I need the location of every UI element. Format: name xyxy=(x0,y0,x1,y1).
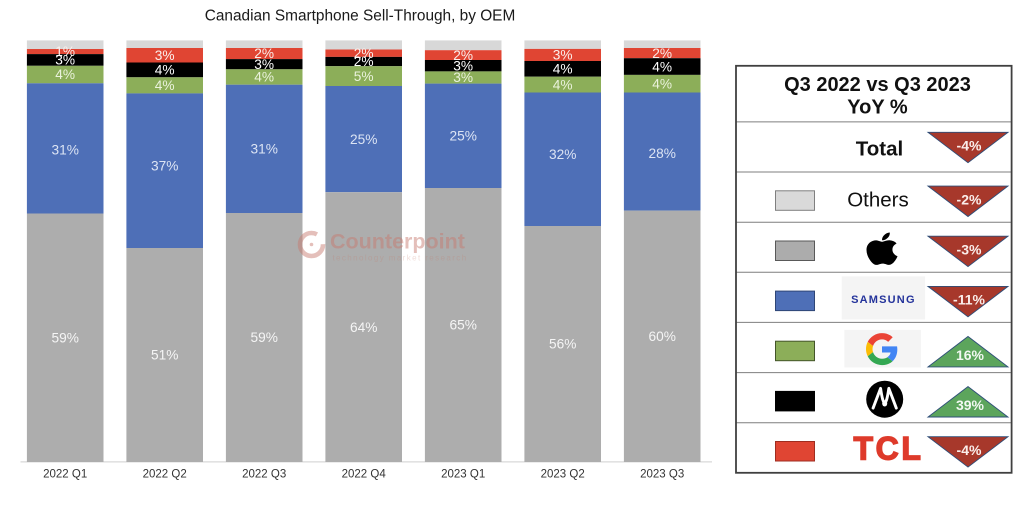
svg-text:3%: 3% xyxy=(453,70,473,85)
svg-text:2022 Q1: 2022 Q1 xyxy=(43,469,87,481)
svg-text:31%: 31% xyxy=(250,142,277,157)
svg-text:25%: 25% xyxy=(449,129,476,144)
svg-text:2022 Q2: 2022 Q2 xyxy=(143,469,187,481)
svg-text:59%: 59% xyxy=(51,330,78,345)
svg-text:16%: 16% xyxy=(956,347,985,363)
svg-text:2023 Q1: 2023 Q1 xyxy=(441,469,485,481)
svg-text:2%: 2% xyxy=(453,48,473,63)
svg-text:Total: Total xyxy=(856,137,903,160)
svg-text:3%: 3% xyxy=(155,48,175,63)
svg-text:65%: 65% xyxy=(449,318,476,333)
svg-text:3%: 3% xyxy=(553,48,573,63)
svg-text:31%: 31% xyxy=(51,143,78,158)
svg-text:4%: 4% xyxy=(652,76,672,91)
svg-text:51%: 51% xyxy=(151,348,178,363)
svg-text:56%: 56% xyxy=(549,337,576,352)
svg-text:-2%: -2% xyxy=(957,191,982,207)
svg-text:3%: 3% xyxy=(55,53,75,68)
svg-text:YoY %: YoY % xyxy=(847,97,908,119)
svg-text:2%: 2% xyxy=(652,46,672,61)
svg-text:1%: 1% xyxy=(55,44,75,59)
svg-text:2023 Q3: 2023 Q3 xyxy=(640,469,684,481)
svg-text:2%: 2% xyxy=(354,46,374,61)
svg-text:39%: 39% xyxy=(956,397,985,413)
svg-text:2022 Q4: 2022 Q4 xyxy=(342,469,387,481)
svg-text:3%: 3% xyxy=(453,58,473,73)
svg-text:4%: 4% xyxy=(254,70,274,85)
svg-text:4%: 4% xyxy=(155,78,175,93)
svg-text:4%: 4% xyxy=(155,63,175,78)
svg-text:Counterpoint: Counterpoint xyxy=(330,229,465,253)
svg-text:60%: 60% xyxy=(648,329,675,344)
svg-text:Others: Others xyxy=(847,188,909,211)
svg-text:59%: 59% xyxy=(250,330,277,345)
svg-text:Q3 2022 vs Q3 2023: Q3 2022 vs Q3 2023 xyxy=(784,74,971,96)
svg-text:-3%: -3% xyxy=(957,241,982,257)
svg-text:3%: 3% xyxy=(254,57,274,72)
svg-text:25%: 25% xyxy=(350,132,377,147)
svg-text:4%: 4% xyxy=(553,77,573,92)
svg-text:4%: 4% xyxy=(553,62,573,77)
svg-text:2023 Q2: 2023 Q2 xyxy=(541,469,585,481)
svg-text:5%: 5% xyxy=(354,69,374,84)
svg-text:TCL: TCL xyxy=(853,431,923,467)
svg-text:2022 Q3: 2022 Q3 xyxy=(242,469,286,481)
svg-text:4%: 4% xyxy=(652,59,672,74)
svg-text:32%: 32% xyxy=(549,147,576,162)
svg-text:37%: 37% xyxy=(151,158,178,173)
svg-text:64%: 64% xyxy=(350,320,377,335)
svg-text:4%: 4% xyxy=(55,67,75,82)
svg-text:SAMSUNG: SAMSUNG xyxy=(851,294,916,306)
svg-text:-11%: -11% xyxy=(953,292,985,308)
svg-text:2%: 2% xyxy=(254,46,274,61)
svg-text:technology market research: technology market research xyxy=(332,254,467,263)
svg-text:-4%: -4% xyxy=(957,442,982,458)
svg-text:2%: 2% xyxy=(354,54,374,69)
svg-text:28%: 28% xyxy=(648,146,675,161)
svg-text:-4%: -4% xyxy=(957,138,982,154)
svg-text:Canadian Smartphone Sell-Throu: Canadian Smartphone Sell-Through, by OEM xyxy=(205,8,516,25)
